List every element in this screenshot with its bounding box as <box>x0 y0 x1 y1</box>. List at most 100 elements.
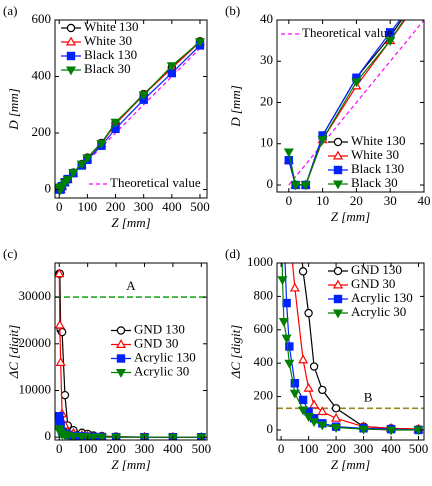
x-tick-label: 20 <box>350 193 363 208</box>
marker <box>283 8 291 15</box>
marker <box>68 432 79 440</box>
threshold-label: A <box>126 278 136 293</box>
x-tick-label: 300 <box>354 441 374 456</box>
legend-label: White 30 <box>84 33 132 48</box>
marker <box>281 334 292 344</box>
marker <box>76 160 87 170</box>
x-tick-label: 500 <box>190 199 210 214</box>
plot-area <box>283 20 424 191</box>
y-tick-label: 0 <box>267 176 274 191</box>
x-tick-label: 100 <box>78 199 98 214</box>
legend-label: Theoretical value <box>302 25 393 40</box>
x-axis-label: Z [mm] <box>111 457 150 472</box>
y-tick-label: 0 <box>267 421 274 436</box>
marker <box>166 62 177 72</box>
marker <box>96 433 107 440</box>
marker <box>55 268 65 278</box>
plot-area <box>55 268 207 440</box>
y-tick-label: 20000 <box>19 335 52 350</box>
marker <box>385 37 396 47</box>
x-tick-label: 0 <box>278 441 285 456</box>
marker <box>60 390 70 400</box>
marker <box>282 298 291 308</box>
marker <box>289 389 300 399</box>
y-tick-label: 600 <box>254 321 274 336</box>
legend-label: GND 130 <box>134 321 185 336</box>
marker <box>331 404 341 413</box>
reference-line <box>58 47 201 190</box>
marker <box>88 433 99 440</box>
marker <box>317 421 328 431</box>
x-tick-label: 300 <box>135 441 155 456</box>
marker <box>358 425 369 435</box>
y-tick-label: 20 <box>260 93 273 108</box>
y-axis-label: ΔC [digit] <box>228 325 243 380</box>
panel-label: (c) <box>3 246 17 261</box>
legend-label: Black 130 <box>351 161 404 176</box>
y-tick-label: 10000 <box>19 381 52 396</box>
marker <box>332 150 344 160</box>
marker <box>278 227 286 234</box>
x-tick-label: 100 <box>78 441 98 456</box>
legend-label: GND 30 <box>134 335 178 350</box>
marker <box>298 267 308 276</box>
x-axis-label: Z [mm] <box>331 209 370 224</box>
marker <box>65 36 77 46</box>
marker <box>317 136 328 146</box>
panel-label: (a) <box>3 3 17 18</box>
marker <box>309 362 319 371</box>
marker <box>290 379 300 388</box>
marker <box>303 382 314 392</box>
marker <box>351 78 362 88</box>
legend-label: Theoretical value <box>110 175 201 190</box>
frame <box>276 262 425 441</box>
y-tick-label: 800 <box>254 287 274 302</box>
frame <box>54 19 208 199</box>
x-tick-label: 0 <box>56 441 63 456</box>
threshold-label: B <box>364 389 373 404</box>
marker <box>116 326 126 335</box>
y-tick-label: 1000 <box>247 254 273 269</box>
frame <box>276 19 425 193</box>
marker <box>115 339 127 348</box>
x-tick-label: 200 <box>106 441 126 456</box>
legend-label: Black 130 <box>84 47 137 62</box>
marker <box>333 294 343 304</box>
y-axis-label: D [mm] <box>228 85 243 128</box>
x-tick-label: 400 <box>162 199 182 214</box>
marker <box>289 282 300 292</box>
y-tick-label: 0 <box>45 428 52 443</box>
legend-label: White 130 <box>84 19 139 34</box>
marker <box>55 357 66 366</box>
y-tick-label: 200 <box>254 388 274 403</box>
legend-label: Acrylic 130 <box>134 349 196 364</box>
x-tick-label: 200 <box>106 199 126 214</box>
x-tick-label: 10 <box>316 193 329 208</box>
legend-label: GND 130 <box>351 262 402 277</box>
marker <box>331 423 342 433</box>
y-axis-label: ΔC [digit] <box>6 325 21 380</box>
x-tick-label: 400 <box>381 441 401 456</box>
legend-label: GND 30 <box>351 276 395 291</box>
y-tick-label: 10 <box>260 135 273 150</box>
x-tick-label: 0 <box>286 193 293 208</box>
x-tick-label: 500 <box>192 441 212 456</box>
marker <box>317 406 328 416</box>
marker <box>62 176 73 186</box>
y-tick-label: 30000 <box>19 288 52 303</box>
marker <box>278 317 289 327</box>
marker <box>333 266 343 276</box>
x-tick-label: 500 <box>409 441 429 456</box>
marker <box>309 418 320 428</box>
y-tick-label: 400 <box>254 354 274 369</box>
marker <box>318 385 327 395</box>
marker <box>65 66 77 76</box>
y-tick-label: 0 <box>45 181 52 196</box>
marker <box>138 91 149 101</box>
y-tick-label: 200 <box>32 124 52 139</box>
marker <box>333 165 343 175</box>
marker <box>331 412 342 422</box>
y-axis-label: D [mm] <box>6 88 21 131</box>
marker <box>286 9 293 16</box>
marker <box>285 342 294 351</box>
